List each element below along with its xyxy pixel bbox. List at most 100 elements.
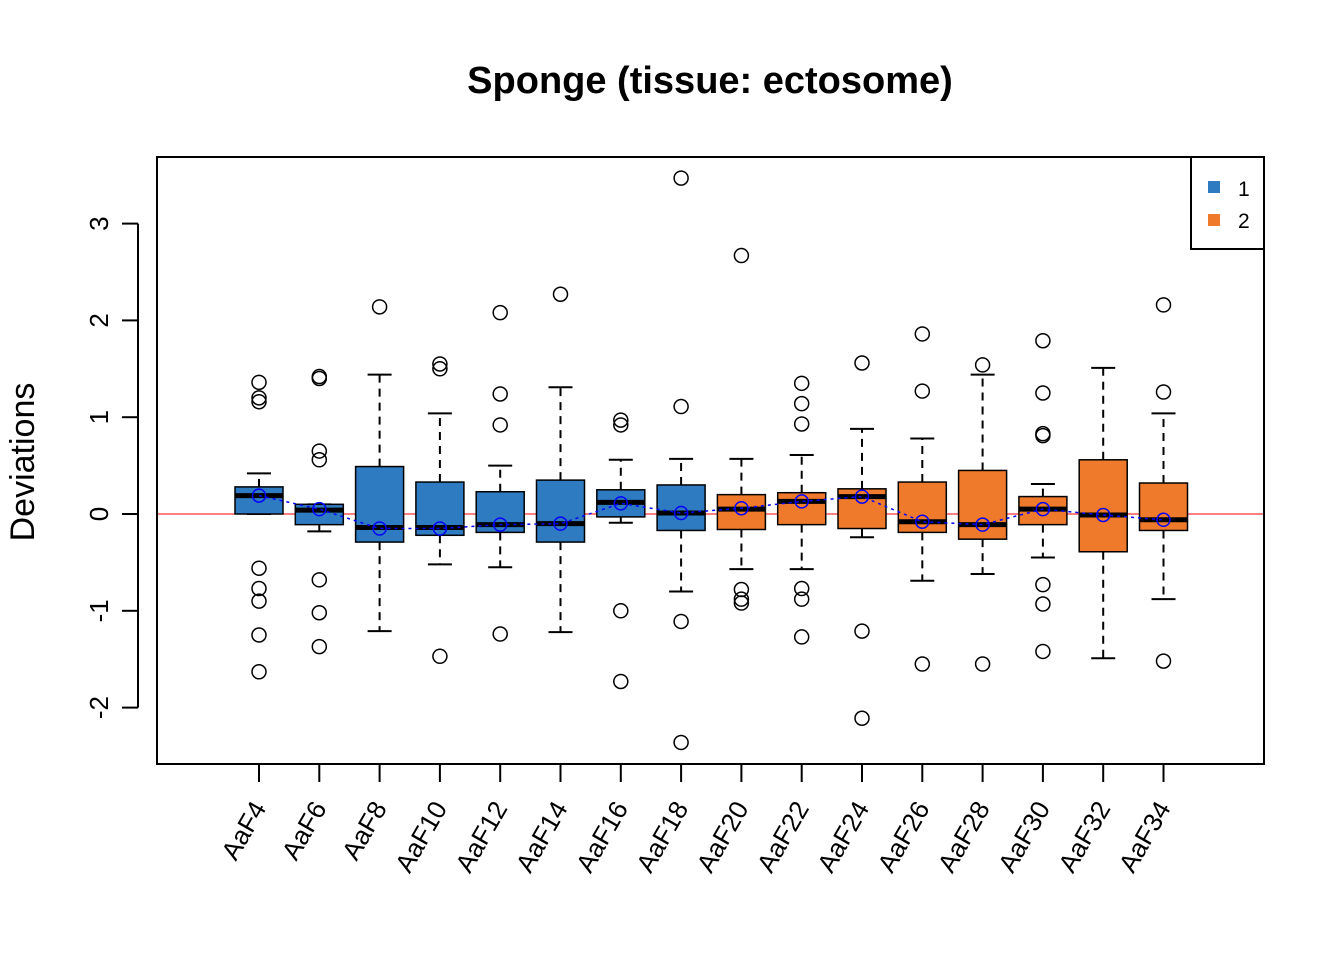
y-tick-label: -1 <box>84 599 114 622</box>
box-AaF18 <box>656 170 706 751</box>
outlier-point <box>311 638 328 655</box>
outlier-point <box>613 412 629 428</box>
box-AaF16 <box>596 412 646 690</box>
outlier-point <box>311 604 328 621</box>
legend-box <box>1190 156 1265 250</box>
outlier-point <box>1155 384 1172 400</box>
box-body <box>354 465 405 543</box>
outlier-point <box>1035 576 1051 593</box>
outlier-point <box>311 370 328 387</box>
outlier-point <box>613 603 629 619</box>
outlier-point <box>673 398 689 415</box>
box-AaF28 <box>957 357 1008 672</box>
outlier-point <box>1035 332 1051 349</box>
outlier-point <box>673 613 689 630</box>
outlier-point <box>1035 596 1051 612</box>
outlier-point <box>251 580 267 597</box>
chart-title: Sponge (tissue: ectosome) <box>467 60 953 102</box>
outlier-point <box>733 247 750 264</box>
outlier-point <box>793 591 810 607</box>
x-tick-label: AaF26 <box>871 796 935 877</box>
box-AaF26 <box>897 326 948 672</box>
plot-frame <box>156 156 1265 765</box>
mean-point-AaF10 <box>432 521 448 536</box>
legend-label-1: 1 <box>1238 178 1250 201</box>
box-AaF20 <box>716 247 767 611</box>
outlier-point <box>793 395 810 412</box>
outlier-point <box>251 393 267 410</box>
y-tick-label: 0 <box>84 507 114 521</box>
box-AaF32 <box>1078 366 1128 660</box>
mean-point-AaF18 <box>673 505 689 521</box>
box-AaF12 <box>475 304 525 642</box>
legend-label-2: 2 <box>1238 210 1250 233</box>
outlier-point <box>914 656 931 672</box>
outlier-point <box>1035 427 1051 444</box>
mean-point-AaF22 <box>794 494 809 509</box>
outlier-point <box>1155 653 1172 669</box>
outlier-point <box>432 361 448 377</box>
mean-point-AaF16 <box>613 496 629 511</box>
outlier-point <box>371 299 388 315</box>
y-tick-label: 2 <box>84 313 114 327</box>
x-tick-label: AaF4 <box>215 796 272 865</box>
outlier-point <box>251 664 267 680</box>
outlier-point <box>974 656 991 672</box>
box-AaF22 <box>776 375 827 645</box>
outlier-point <box>793 416 810 432</box>
mean-point-AaF34 <box>1156 512 1171 528</box>
box-AaF4 <box>234 374 284 680</box>
outlier-point <box>251 560 267 576</box>
outlier-point <box>733 595 750 611</box>
outlier-point <box>733 591 750 607</box>
outlier-point <box>854 355 870 371</box>
x-tick-label: AaF10 <box>389 796 453 877</box>
outlier-point <box>1035 385 1051 401</box>
outlier-point <box>673 734 689 751</box>
outlier-point <box>1155 297 1172 313</box>
outlier-point <box>613 417 629 433</box>
plot-area: -2 -1 0 1 2 3 AaF4 AaF6 AaF8AaF10AaF12AaF14AaF16… <box>84 170 1264 877</box>
outlier-point <box>432 648 448 665</box>
outlier-point <box>492 626 508 642</box>
box-AaF24 <box>837 355 887 726</box>
x-tick-label: AaF16 <box>570 796 634 877</box>
x-tick-label: AaF12 <box>449 796 513 877</box>
y-axis: -2 -1 0 1 2 3 <box>84 216 139 719</box>
outlier-point <box>552 286 569 303</box>
outlier-point <box>251 390 267 406</box>
outlier-point <box>311 452 328 468</box>
mean-point-AaF30 <box>1035 501 1051 517</box>
x-axis: AaF4 AaF6 AaF8AaF10AaF12AaF14AaF16AaF18AaF… <box>215 763 1177 877</box>
box-AaF14 <box>535 286 586 634</box>
box-AaF6 <box>294 368 345 655</box>
x-tick-label: AaF8 <box>336 796 393 865</box>
mean-point-AaF4 <box>251 488 267 503</box>
box-AaF34 <box>1138 297 1189 669</box>
box-AaF8 <box>354 299 405 633</box>
outlier-point <box>432 356 448 372</box>
x-tick-label: AaF28 <box>932 796 996 877</box>
mean-point-AaF14 <box>553 516 568 531</box>
mean-point-AaF8 <box>372 521 387 536</box>
outlier-point <box>854 710 870 726</box>
outlier-point <box>1035 643 1051 660</box>
outlier-point <box>251 374 267 391</box>
outlier-point <box>854 623 870 639</box>
box-body <box>776 491 827 526</box>
mean-point-AaF20 <box>734 500 749 516</box>
outlier-point <box>492 417 508 433</box>
x-tick-label: AaF18 <box>630 796 694 877</box>
outlier-point <box>914 383 931 399</box>
legend-swatch-1 <box>1208 181 1220 193</box>
legend: 1 2 <box>1190 156 1265 250</box>
box-body <box>957 469 1008 540</box>
box-body <box>535 479 586 543</box>
box-body <box>1138 482 1189 532</box>
outlier-point <box>251 627 267 643</box>
y-tick-label: 3 <box>84 216 114 230</box>
outlier-point <box>492 304 508 321</box>
outlier-point <box>793 580 810 597</box>
mean-point-AaF6 <box>312 501 327 517</box>
